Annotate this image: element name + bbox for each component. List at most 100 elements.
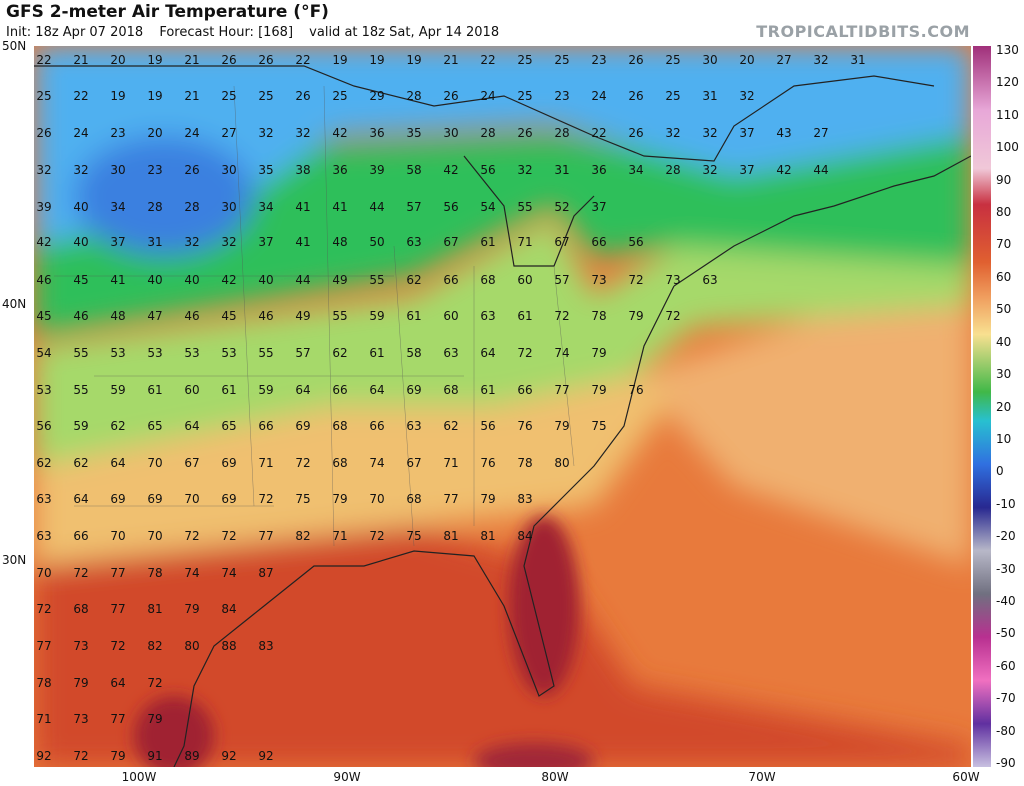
temperature-label: 42 — [776, 163, 792, 177]
temperature-label: 63 — [406, 235, 422, 249]
colorbar-label: 40 — [996, 334, 1012, 349]
temperature-label: 32 — [702, 126, 718, 140]
temperature-label: 66 — [258, 419, 274, 433]
temperature-label: 76 — [480, 456, 496, 470]
temperature-label: 19 — [147, 53, 163, 67]
temperature-label: 62 — [73, 456, 89, 470]
temperature-label: 87 — [258, 566, 274, 580]
temperature-label: 27 — [813, 126, 829, 140]
warm-band — [34, 376, 674, 566]
temperature-label: 69 — [147, 492, 163, 506]
temperature-label: 24 — [184, 126, 200, 140]
temperature-label: 58 — [406, 163, 422, 177]
temperature-label: 19 — [369, 53, 385, 67]
temperature-label: 55 — [332, 309, 348, 323]
temperature-label: 55 — [517, 200, 533, 214]
temperature-label: 41 — [295, 200, 311, 214]
temperature-label: 48 — [110, 309, 126, 323]
temperature-label: 69 — [406, 383, 422, 397]
temperature-label: 61 — [480, 235, 496, 249]
temperature-label: 79 — [628, 309, 644, 323]
temperature-label: 66 — [332, 383, 348, 397]
colorbar-label: -40 — [996, 593, 1016, 608]
temperature-label: 31 — [702, 89, 718, 103]
temperature-label: 31 — [554, 163, 570, 177]
temperature-label: 30 — [702, 53, 718, 67]
lat-label-50n: 50N — [2, 39, 27, 53]
temperature-label: 36 — [369, 126, 385, 140]
colorbar-label: -80 — [996, 723, 1016, 738]
temperature-label: 69 — [295, 419, 311, 433]
lon-label-70w: 70W — [748, 770, 776, 784]
temperature-label: 81 — [147, 602, 163, 616]
temperature-label: 72 — [517, 346, 533, 360]
temperature-label: 89 — [184, 749, 200, 763]
temperature-label: 92 — [221, 749, 237, 763]
canada-coastline — [673, 155, 971, 287]
temperature-label: 19 — [406, 53, 422, 67]
temperature-label: 32 — [258, 126, 274, 140]
temperature-label: 22 — [591, 126, 607, 140]
temperature-label: 72 — [36, 602, 52, 616]
colorbar-label: 70 — [996, 237, 1012, 252]
temperature-label: 37 — [739, 163, 755, 177]
temperature-label: 20 — [147, 126, 163, 140]
temperature-label: 79 — [332, 492, 348, 506]
temperature-label: 26 — [628, 53, 644, 67]
temperature-label: 78 — [517, 456, 533, 470]
temperature-label: 62 — [406, 273, 422, 287]
temperature-label: 32 — [702, 163, 718, 177]
temperature-label: 19 — [332, 53, 348, 67]
temperature-label: 23 — [554, 89, 570, 103]
temperature-label: 76 — [517, 419, 533, 433]
colorbar-label: 130 — [996, 43, 1019, 57]
temperature-label: 40 — [73, 235, 89, 249]
temperature-label: 65 — [147, 419, 163, 433]
temperature-label: 60 — [184, 383, 200, 397]
temperature-label: 44 — [813, 163, 829, 177]
temperature-label: 72 — [221, 529, 237, 543]
temperature-label: 77 — [554, 383, 570, 397]
temperature-label: 27 — [776, 53, 792, 67]
temperature-label: 82 — [147, 639, 163, 653]
colorbar-label: 0 — [996, 464, 1004, 479]
temperature-label: 37 — [258, 235, 274, 249]
temperature-label: 23 — [591, 53, 607, 67]
temperature-label: 30 — [221, 200, 237, 214]
colorbar-label: -10 — [996, 496, 1016, 511]
chart-title: GFS 2-meter Air Temperature (°F) — [6, 2, 329, 22]
temperature-label: 41 — [295, 235, 311, 249]
temperature-label: 75 — [295, 492, 311, 506]
temperature-label: 63 — [36, 492, 52, 506]
temperature-label: 84 — [221, 602, 237, 616]
temperature-label: 20 — [739, 53, 755, 67]
temperature-label: 53 — [110, 346, 126, 360]
temperature-label: 21 — [184, 53, 200, 67]
temperature-label: 63 — [443, 346, 459, 360]
lon-label-100w: 100W — [121, 770, 157, 784]
lon-label-90w: 90W — [333, 770, 361, 784]
lat-label-40n: 40N — [2, 297, 27, 311]
temperature-label: 42 — [221, 273, 237, 287]
temperature-label: 49 — [332, 273, 348, 287]
state-border-8 — [553, 265, 575, 467]
temperature-label: 71 — [517, 235, 533, 249]
temperature-label: 25 — [665, 89, 681, 103]
temperature-label: 63 — [480, 309, 496, 323]
temperature-label: 49 — [295, 309, 311, 323]
temperature-label: 79 — [554, 419, 570, 433]
temperature-label: 62 — [332, 346, 348, 360]
temperature-label: 65 — [221, 419, 237, 433]
temperature-label: 32 — [517, 163, 533, 177]
temperature-label: 67 — [406, 456, 422, 470]
temperature-label: 25 — [517, 89, 533, 103]
temperature-label: 26 — [36, 126, 52, 140]
temperature-label: 58 — [406, 346, 422, 360]
temperature-label: 74 — [184, 566, 200, 580]
temperature-label: 44 — [295, 273, 311, 287]
temperature-label: 56 — [443, 200, 459, 214]
temperature-label: 43 — [776, 126, 792, 140]
temperature-label: 47 — [147, 309, 163, 323]
temperature-label: 21 — [73, 53, 89, 67]
temperature-label: 45 — [221, 309, 237, 323]
